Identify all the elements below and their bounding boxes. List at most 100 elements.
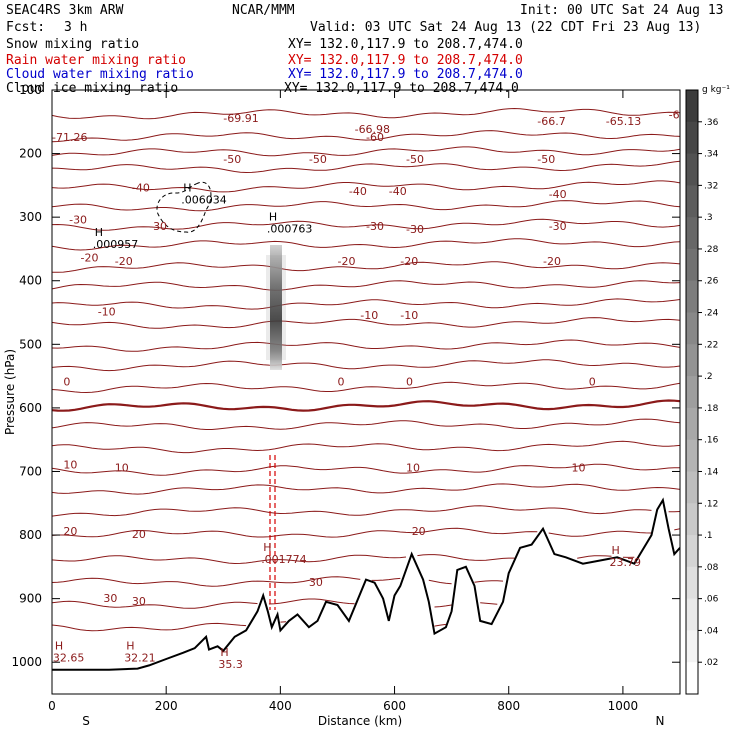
- colorbar-tick-label: .24: [704, 309, 719, 319]
- colorbar-swatch: [686, 248, 698, 282]
- colorbar-tick-label: .28: [704, 245, 719, 255]
- colorbar-swatch: [686, 471, 698, 504]
- colorbar-swatch: [686, 90, 698, 123]
- cloud-ice-dashed-contour: [156, 181, 212, 233]
- colorbar-tick-label: .12: [704, 499, 718, 509]
- contour-label: -50: [406, 153, 424, 166]
- colorbar-swatch: [686, 376, 698, 409]
- x-tick-label: 0: [48, 699, 56, 713]
- temperature-contour: [52, 261, 680, 273]
- temperature-contour: [52, 552, 674, 563]
- temperature-contour: [52, 418, 680, 430]
- contour-label: 0: [338, 376, 345, 389]
- colorbar-tick-label: .18: [704, 404, 719, 414]
- contour-label: -40: [389, 185, 407, 198]
- extremum-value: .000763: [267, 222, 313, 235]
- fcst-value: 3 h: [64, 20, 88, 35]
- temperature-contour: [52, 146, 680, 157]
- colorbar-swatch: [686, 217, 698, 250]
- y-tick-label: 400: [19, 274, 42, 288]
- y-tick-label: 900: [19, 592, 42, 606]
- temperature-contour: [52, 576, 504, 587]
- y-tick-label: 600: [19, 401, 42, 415]
- contour-label: -40: [549, 188, 567, 201]
- contour-label: -71.26: [52, 131, 87, 144]
- field-rain-xy: XY= 132.0,117.9 to 208.7,474.0: [288, 53, 523, 68]
- contour-label: 10: [115, 462, 129, 475]
- org-title: NCAR/MMM: [232, 3, 295, 18]
- extremum-value: 35.3: [218, 658, 243, 671]
- temperature-contour: [52, 180, 680, 193]
- colorbar-tick-label: .14: [704, 467, 719, 477]
- contour-label: -30: [149, 220, 167, 233]
- contour-label: -65.13: [606, 115, 641, 128]
- contour-label: -40: [349, 185, 367, 198]
- contour-label: -30: [69, 214, 87, 227]
- fcst-label: Fcst:: [6, 20, 46, 35]
- contour-label: -60: [366, 131, 384, 144]
- colorbar-tick-label: .22: [704, 340, 718, 350]
- colorbar-tick-label: .04: [704, 626, 719, 636]
- temperature-contour: [52, 463, 680, 476]
- colorbar-swatch: [686, 503, 698, 536]
- plot-frame: [51, 89, 681, 695]
- temperature-contour: [52, 359, 680, 372]
- contour-label: -20: [543, 255, 561, 268]
- contour-label: 0: [589, 376, 596, 389]
- colorbar-swatch: [686, 153, 698, 186]
- contour-label: 20: [63, 525, 77, 538]
- contour-label: -20: [338, 255, 356, 268]
- colorbar-swatch: [686, 407, 698, 441]
- temperature-contour: [52, 160, 680, 174]
- temperature-contour: [52, 440, 680, 454]
- south-label: S: [82, 714, 90, 728]
- colorbar-tick-label: .26: [704, 277, 719, 287]
- extremum-value: 23.79: [610, 556, 642, 569]
- contour-label: -66.7: [537, 115, 565, 128]
- extremum-marker: H: [95, 226, 103, 239]
- field-cloudice-name: Cloud ice mixing ratio: [6, 81, 179, 96]
- colorbar-swatch: [686, 535, 698, 568]
- temperature-contour: [52, 200, 680, 212]
- colorbar-tick-label: .08: [704, 563, 719, 573]
- colorbar-tick-label: .36: [704, 118, 719, 128]
- contour-label: -20: [115, 255, 133, 268]
- temperature-contour: [52, 280, 680, 291]
- terrain-line: [52, 497, 680, 671]
- colorbar-tick-label: .02: [704, 658, 718, 668]
- contour-label: 10: [572, 462, 586, 475]
- contour-label: 30: [103, 592, 117, 605]
- colorbar-tick-label: .1: [704, 531, 713, 541]
- temperature-contour: [52, 598, 498, 609]
- field-snow-name: Snow mixing ratio: [6, 37, 140, 52]
- temperature-contour: [52, 527, 680, 538]
- extremum-marker: H: [220, 646, 228, 659]
- x-tick-label: 200: [155, 699, 178, 713]
- colorbar-swatch: [686, 630, 698, 663]
- colorbar-swatch: [686, 439, 698, 472]
- field-cloudwater-xy: XY= 132.0,117.9 to 208.7,474.0: [288, 67, 523, 82]
- colorbar-swatch: [686, 121, 698, 155]
- contour-label: -20: [81, 252, 99, 265]
- x-tick-label: 1000: [608, 699, 639, 713]
- colorbar-swatch: [686, 312, 698, 345]
- contour-label: 30: [132, 595, 146, 608]
- contour-label: 20: [412, 525, 426, 538]
- temperature-contour: [52, 107, 680, 120]
- temperature-contour: [52, 317, 680, 329]
- contour-label: -40: [132, 182, 150, 195]
- temperature-contour: [52, 483, 680, 495]
- colorbar-swatch: [686, 566, 698, 600]
- contour-label: -30: [366, 220, 384, 233]
- temperature-contour: [52, 238, 680, 251]
- field-cloudice-xy: XY= 132.0,117.9 to 208.7,474.0: [284, 81, 519, 96]
- valid-time: Valid: 03 UTC Sat 24 Aug 13 (22 CDT Fri …: [310, 20, 702, 35]
- extremum-value: .000957: [93, 238, 139, 251]
- contour-label: 0: [63, 376, 70, 389]
- contour-label: 10: [63, 458, 77, 471]
- extremum-value: .006034: [181, 194, 227, 207]
- north-label: N: [656, 714, 665, 728]
- y-axis-label: Pressure (hPa): [3, 349, 17, 435]
- x-tick-label: 400: [269, 699, 292, 713]
